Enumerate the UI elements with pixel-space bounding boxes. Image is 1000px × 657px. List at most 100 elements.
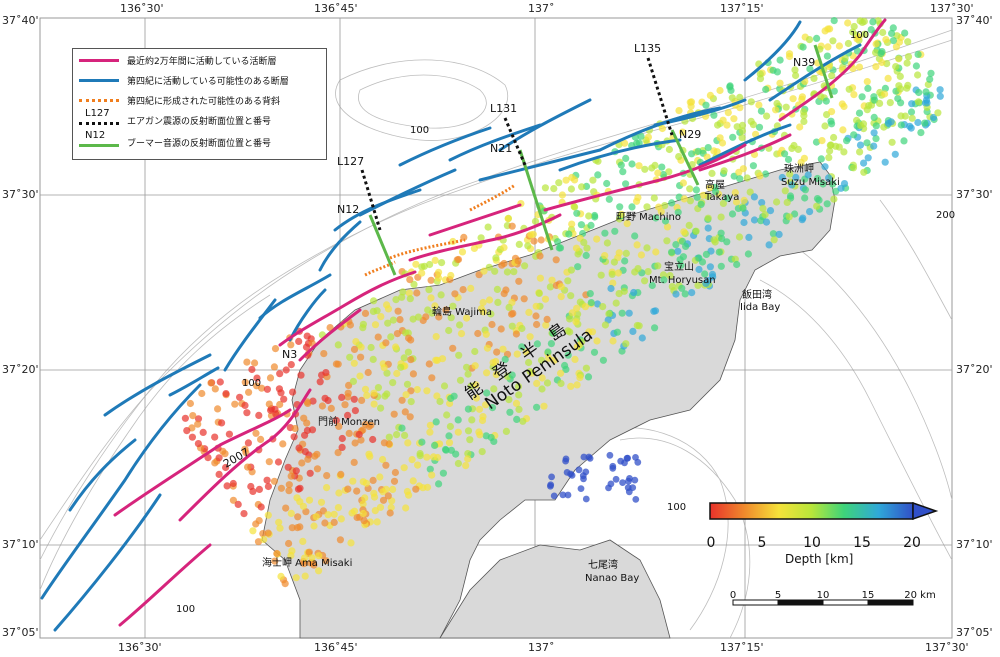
- hypocenter-dot: [445, 326, 453, 335]
- hypocenter-dot: [577, 485, 585, 492]
- hypocenter-dot: [633, 139, 641, 147]
- hypocenter-dot: [363, 391, 371, 399]
- hypocenter-dot: [680, 228, 688, 236]
- hypocenter-dot: [781, 150, 789, 158]
- hypocenter-dot: [291, 424, 299, 433]
- hypocenter-dot: [393, 330, 401, 338]
- hypocenter-dot: [313, 465, 322, 473]
- hypocenter-dot: [441, 445, 450, 454]
- hypocenter-dot: [572, 244, 581, 252]
- hypocenter-dot: [483, 344, 492, 352]
- hypocenter-dot: [293, 494, 301, 502]
- hypocenter-dot: [435, 268, 443, 276]
- hypocenter-dot: [717, 213, 725, 221]
- hypocenter-dot: [199, 428, 207, 436]
- hypocenter-dot: [643, 244, 651, 252]
- hypocenter-dot: [926, 75, 934, 83]
- hypocenter-dot: [548, 473, 555, 481]
- hypocenter-dot: [349, 377, 357, 385]
- hypocenter-dot: [338, 393, 346, 401]
- hypocenter-dot: [505, 303, 513, 311]
- hypocenter-dot: [532, 312, 540, 320]
- hypocenter-dot: [487, 433, 495, 442]
- hypocenter-dot: [715, 248, 723, 256]
- hypocenter-dot: [253, 374, 261, 382]
- hypocenter-dot: [301, 572, 309, 580]
- hypocenter-dot: [631, 476, 639, 484]
- hypocenter-dot: [284, 463, 292, 471]
- hypocenter-dot: [510, 268, 518, 276]
- hypocenter-dot: [762, 85, 770, 94]
- scale-tick: 10: [816, 590, 830, 601]
- hypocenter-dot: [812, 138, 821, 146]
- hypocenter-dot: [216, 378, 224, 386]
- contour-label: 100: [410, 125, 429, 136]
- legend-swatch: L127: [79, 108, 119, 126]
- hypocenter-dot: [526, 333, 534, 341]
- hypocenter-dot: [243, 358, 251, 366]
- hypocenter-dot: [345, 381, 353, 389]
- hypocenter-dot: [445, 432, 453, 440]
- hypocenter-dot: [573, 304, 581, 312]
- hypocenter-dot: [386, 509, 394, 517]
- hypocenter-dot: [590, 348, 599, 356]
- hypocenter-dot: [537, 356, 546, 364]
- hypocenter-dot: [765, 241, 773, 249]
- hypocenter-dot: [491, 267, 499, 275]
- line-label-n29: N29: [679, 128, 701, 141]
- hypocenter-dot: [407, 398, 415, 406]
- hypocenter-dot: [658, 163, 666, 171]
- hypocenter-dot: [330, 510, 338, 518]
- hypocenter-dot: [487, 310, 495, 318]
- hypocenter-dot: [382, 461, 390, 469]
- hypocenter-dot: [650, 307, 658, 315]
- hypocenter-dot: [351, 439, 359, 447]
- hypocenter-dot: [643, 203, 651, 211]
- hypocenter-dot: [800, 154, 809, 162]
- hypocenter-dot: [823, 52, 832, 60]
- place-takaya-jp: 高屋: [705, 178, 725, 191]
- hypocenter-dot: [704, 214, 712, 222]
- hypocenter-dot: [557, 283, 565, 291]
- hypocenter-dot: [896, 72, 904, 80]
- hypocenter-dot: [860, 159, 868, 167]
- hypocenter-dot: [390, 410, 398, 418]
- hypocenter-dot: [855, 109, 864, 117]
- hypocenter-dot: [371, 507, 379, 515]
- hypocenter-dot: [576, 374, 584, 382]
- hypocenter-dot: [568, 309, 576, 317]
- hypocenter-dot: [682, 242, 690, 250]
- hypocenter-dot: [514, 257, 522, 265]
- hypocenter-dot: [251, 359, 259, 367]
- hypocenter-dot: [275, 518, 283, 526]
- hypocenter-dot: [393, 431, 401, 439]
- hypocenter-dot: [423, 387, 431, 395]
- hypocenter-dot: [757, 107, 766, 115]
- line-label-l131: L131: [490, 102, 517, 115]
- hypocenter-dot: [772, 106, 780, 114]
- hypocenter-dot: [223, 482, 231, 490]
- hypocenter-dot: [699, 191, 707, 199]
- hypocenter-dot: [622, 154, 630, 162]
- scale-tick: 15: [861, 590, 875, 601]
- hypocenter-dot: [189, 412, 197, 420]
- hypocenter-dot: [761, 211, 769, 219]
- hypocenter-dot: [428, 374, 436, 382]
- hypocenter-dot: [382, 485, 390, 493]
- hypocenter-dot: [370, 400, 378, 408]
- hypocenter-dot: [619, 168, 627, 176]
- hypocenter-dot: [344, 411, 352, 419]
- hypocenter-dot: [412, 485, 420, 493]
- hypocenter-dot: [798, 93, 807, 101]
- hypocenter-dot: [431, 302, 439, 310]
- hypocenter-dot: [432, 333, 440, 341]
- hypocenter-dot: [888, 138, 896, 146]
- hypocenter-dot: [936, 92, 944, 100]
- hypocenter-dot: [324, 511, 332, 519]
- hypocenter-dot: [724, 109, 732, 117]
- hypocenter-dot: [554, 238, 562, 246]
- line-label-n21: N21: [490, 142, 512, 155]
- hypocenter-dot: [344, 485, 352, 493]
- hypocenter-dot: [276, 524, 284, 532]
- hypocenter-dot: [229, 479, 237, 488]
